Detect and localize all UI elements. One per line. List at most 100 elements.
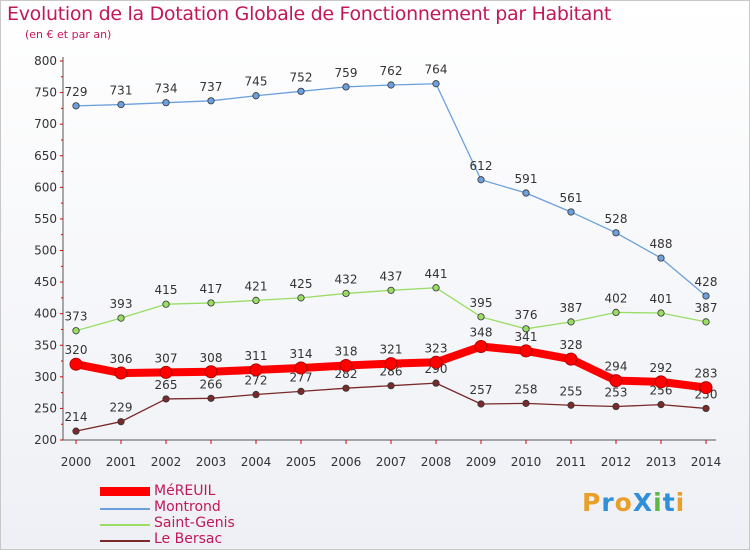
data-point-le-bersac <box>522 399 530 407</box>
data-label-le-bersac: 257 <box>470 383 493 397</box>
data-point-le-bersac <box>72 427 80 435</box>
logo-letter: r <box>601 488 615 517</box>
data-label-mereuil: 283 <box>695 367 718 381</box>
data-label-le-bersac: 256 <box>650 384 673 398</box>
data-point-montrond <box>162 99 170 107</box>
data-point-montrond <box>72 102 80 110</box>
series-line-montrond <box>75 83 707 297</box>
y-tick-label: 400 <box>34 307 57 321</box>
y-tick-label: 500 <box>34 244 57 258</box>
data-point-le-bersac <box>612 402 620 411</box>
data-label-mereuil: 306 <box>110 352 133 366</box>
data-point-mereuil <box>294 361 308 375</box>
proxiti-logo: ProXiti <box>582 488 685 517</box>
data-label-saint-genis: 415 <box>155 283 178 297</box>
data-label-montrond: 737 <box>200 80 223 94</box>
data-label-mereuil: 292 <box>650 361 673 375</box>
data-label-mereuil: 323 <box>425 341 448 355</box>
data-point-saint-genis <box>702 318 710 326</box>
logo-letter: t <box>662 488 676 517</box>
data-label-mereuil: 318 <box>335 344 358 358</box>
data-point-le-bersac <box>162 395 170 403</box>
x-tick-label: 2007 <box>376 455 407 469</box>
legend-swatch-mereuil <box>100 487 150 496</box>
data-point-montrond <box>387 81 395 89</box>
data-point-montrond <box>657 254 665 262</box>
data-point-le-bersac <box>432 379 440 387</box>
data-point-saint-genis <box>612 308 620 317</box>
data-label-mereuil: 308 <box>200 351 223 365</box>
data-point-montrond <box>612 229 620 237</box>
data-point-saint-genis <box>477 313 485 321</box>
data-label-saint-genis: 401 <box>650 292 673 306</box>
data-label-mereuil: 348 <box>470 326 493 340</box>
x-tick-label: 2003 <box>196 455 227 469</box>
x-tick-label: 2006 <box>331 455 362 469</box>
data-label-mereuil: 320 <box>65 343 88 357</box>
data-label-le-bersac: 277 <box>290 370 313 384</box>
data-point-montrond <box>117 100 125 109</box>
x-tick-label: 2012 <box>601 455 632 469</box>
data-label-saint-genis: 441 <box>425 267 448 281</box>
logo-letter: i <box>675 488 686 517</box>
data-point-mereuil <box>384 357 398 371</box>
data-label-saint-genis: 417 <box>200 282 223 296</box>
data-label-le-bersac: 272 <box>245 374 268 388</box>
data-label-saint-genis: 387 <box>695 301 718 315</box>
data-point-le-bersac <box>657 401 665 409</box>
data-label-le-bersac: 282 <box>335 367 358 381</box>
logo-letter: X <box>632 488 654 517</box>
data-label-montrond: 764 <box>425 63 448 77</box>
data-point-saint-genis <box>117 314 125 322</box>
data-point-le-bersac <box>207 394 215 402</box>
logo-letter: i <box>653 488 663 517</box>
data-point-mereuil <box>474 340 488 354</box>
data-label-mereuil: 294 <box>605 360 628 374</box>
data-label-montrond: 752 <box>290 70 313 84</box>
data-label-saint-genis: 432 <box>335 272 358 286</box>
data-point-mereuil <box>249 363 263 377</box>
data-point-montrond <box>207 97 215 105</box>
data-point-mereuil <box>564 352 578 366</box>
x-tick-label: 2014 <box>691 455 722 469</box>
x-tick-label: 2009 <box>466 455 497 469</box>
data-label-montrond: 759 <box>335 66 358 80</box>
data-label-montrond: 591 <box>515 172 538 186</box>
data-point-mereuil <box>204 365 218 379</box>
data-label-montrond: 762 <box>380 64 403 78</box>
data-label-le-bersac: 266 <box>200 377 223 391</box>
data-label-mereuil: 307 <box>155 351 178 365</box>
y-tick-label: 550 <box>34 212 57 226</box>
x-tick-label: 2011 <box>556 455 587 469</box>
data-point-le-bersac <box>117 418 125 426</box>
data-label-saint-genis: 421 <box>245 279 268 293</box>
x-tick-label: 2001 <box>106 455 137 469</box>
data-point-saint-genis <box>297 294 305 302</box>
chart-title: Evolution de la Dotation Globale de Fonc… <box>7 3 612 25</box>
data-point-saint-genis <box>657 309 665 317</box>
legend-swatch-montrond <box>100 508 150 510</box>
data-label-saint-genis: 395 <box>470 296 493 310</box>
data-label-saint-genis: 437 <box>380 269 403 283</box>
logo-letter: P <box>582 488 602 517</box>
data-point-montrond <box>522 189 530 197</box>
data-label-le-bersac: 250 <box>695 387 718 401</box>
y-tick-label: 700 <box>34 117 57 131</box>
data-point-le-bersac <box>387 382 395 390</box>
data-label-montrond: 528 <box>605 212 628 226</box>
data-point-mereuil <box>159 365 173 379</box>
x-tick-label: 2013 <box>646 455 677 469</box>
x-tick-label: 2004 <box>241 455 272 469</box>
data-label-montrond: 488 <box>650 237 673 251</box>
data-point-le-bersac <box>297 387 305 395</box>
data-point-mereuil <box>339 358 353 372</box>
data-label-saint-genis: 425 <box>290 277 313 291</box>
data-point-saint-genis <box>567 318 575 326</box>
data-point-montrond <box>432 80 440 88</box>
data-label-saint-genis: 376 <box>515 308 538 322</box>
data-label-montrond: 612 <box>470 159 493 173</box>
data-point-saint-genis <box>432 284 440 292</box>
data-label-le-bersac: 214 <box>65 410 88 424</box>
